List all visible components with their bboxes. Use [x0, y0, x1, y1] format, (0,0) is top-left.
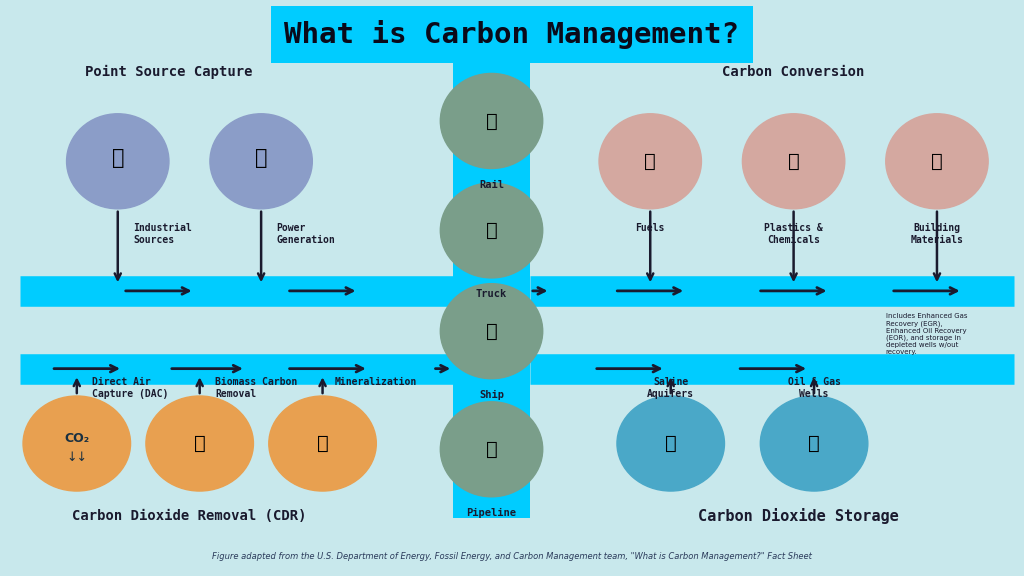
Ellipse shape	[616, 396, 725, 491]
Ellipse shape	[599, 114, 701, 209]
Text: Includes Enhanced Gas
Recovery (EGR),
Enhanced Oil Recovery
(EOR), and storage i: Includes Enhanced Gas Recovery (EGR), En…	[886, 313, 968, 355]
Text: Truck: Truck	[476, 290, 507, 300]
Text: Direct Air
Capture (DAC): Direct Air Capture (DAC)	[92, 377, 169, 399]
Text: Oil & Gas
Wells: Oil & Gas Wells	[787, 377, 841, 399]
Text: Biomass Carbon
Removal: Biomass Carbon Removal	[215, 377, 297, 399]
Text: 🌱: 🌱	[194, 434, 206, 453]
Text: 🪨: 🪨	[316, 434, 329, 453]
Ellipse shape	[742, 114, 845, 209]
Ellipse shape	[440, 183, 543, 278]
Text: What is Carbon Management?: What is Carbon Management?	[285, 20, 739, 49]
Ellipse shape	[210, 114, 312, 209]
Text: ↓↓: ↓↓	[67, 452, 87, 464]
Ellipse shape	[886, 114, 988, 209]
FancyBboxPatch shape	[453, 37, 530, 518]
Text: 🧱: 🧱	[931, 152, 943, 170]
Text: Rail: Rail	[479, 180, 504, 190]
Text: 🏭: 🏭	[112, 149, 124, 168]
Text: 🚛: 🚛	[485, 221, 498, 240]
Text: CO₂: CO₂	[65, 433, 89, 445]
Text: 🔌: 🔌	[255, 149, 267, 168]
Ellipse shape	[440, 402, 543, 497]
Text: Mineralization: Mineralization	[335, 377, 417, 387]
Ellipse shape	[268, 396, 377, 491]
Text: Industrial
Sources: Industrial Sources	[133, 223, 191, 245]
Text: 🌊: 🌊	[665, 434, 677, 453]
Text: ⛽: ⛽	[644, 152, 656, 170]
Text: Point Source Capture: Point Source Capture	[85, 65, 253, 79]
Ellipse shape	[760, 396, 868, 491]
Text: Power
Generation: Power Generation	[276, 223, 335, 245]
Text: Plastics &
Chemicals: Plastics & Chemicals	[764, 223, 823, 245]
FancyBboxPatch shape	[271, 6, 753, 63]
Text: Ship: Ship	[479, 391, 504, 400]
Ellipse shape	[440, 74, 543, 168]
Text: 🧪: 🧪	[787, 152, 800, 170]
Text: Carbon Dioxide Storage: Carbon Dioxide Storage	[698, 507, 899, 524]
Text: Carbon Dioxide Removal (CDR): Carbon Dioxide Removal (CDR)	[72, 509, 307, 522]
Text: Building
Materials: Building Materials	[910, 223, 964, 245]
Text: Carbon Conversion: Carbon Conversion	[722, 65, 865, 79]
Text: Figure adapted from the U.S. Department of Energy, Fossil Energy, and Carbon Man: Figure adapted from the U.S. Department …	[212, 552, 812, 562]
Text: Fuels: Fuels	[636, 223, 665, 233]
Text: 🚢: 🚢	[485, 322, 498, 340]
Text: Pipeline: Pipeline	[467, 508, 516, 518]
Text: Saline
Aquifers: Saline Aquifers	[647, 377, 694, 399]
Text: 🚂: 🚂	[485, 112, 498, 130]
Ellipse shape	[440, 284, 543, 379]
Text: 🔧: 🔧	[485, 440, 498, 458]
Ellipse shape	[67, 114, 169, 209]
Text: 🏗: 🏗	[808, 434, 820, 453]
Ellipse shape	[23, 396, 131, 491]
Ellipse shape	[146, 396, 254, 491]
